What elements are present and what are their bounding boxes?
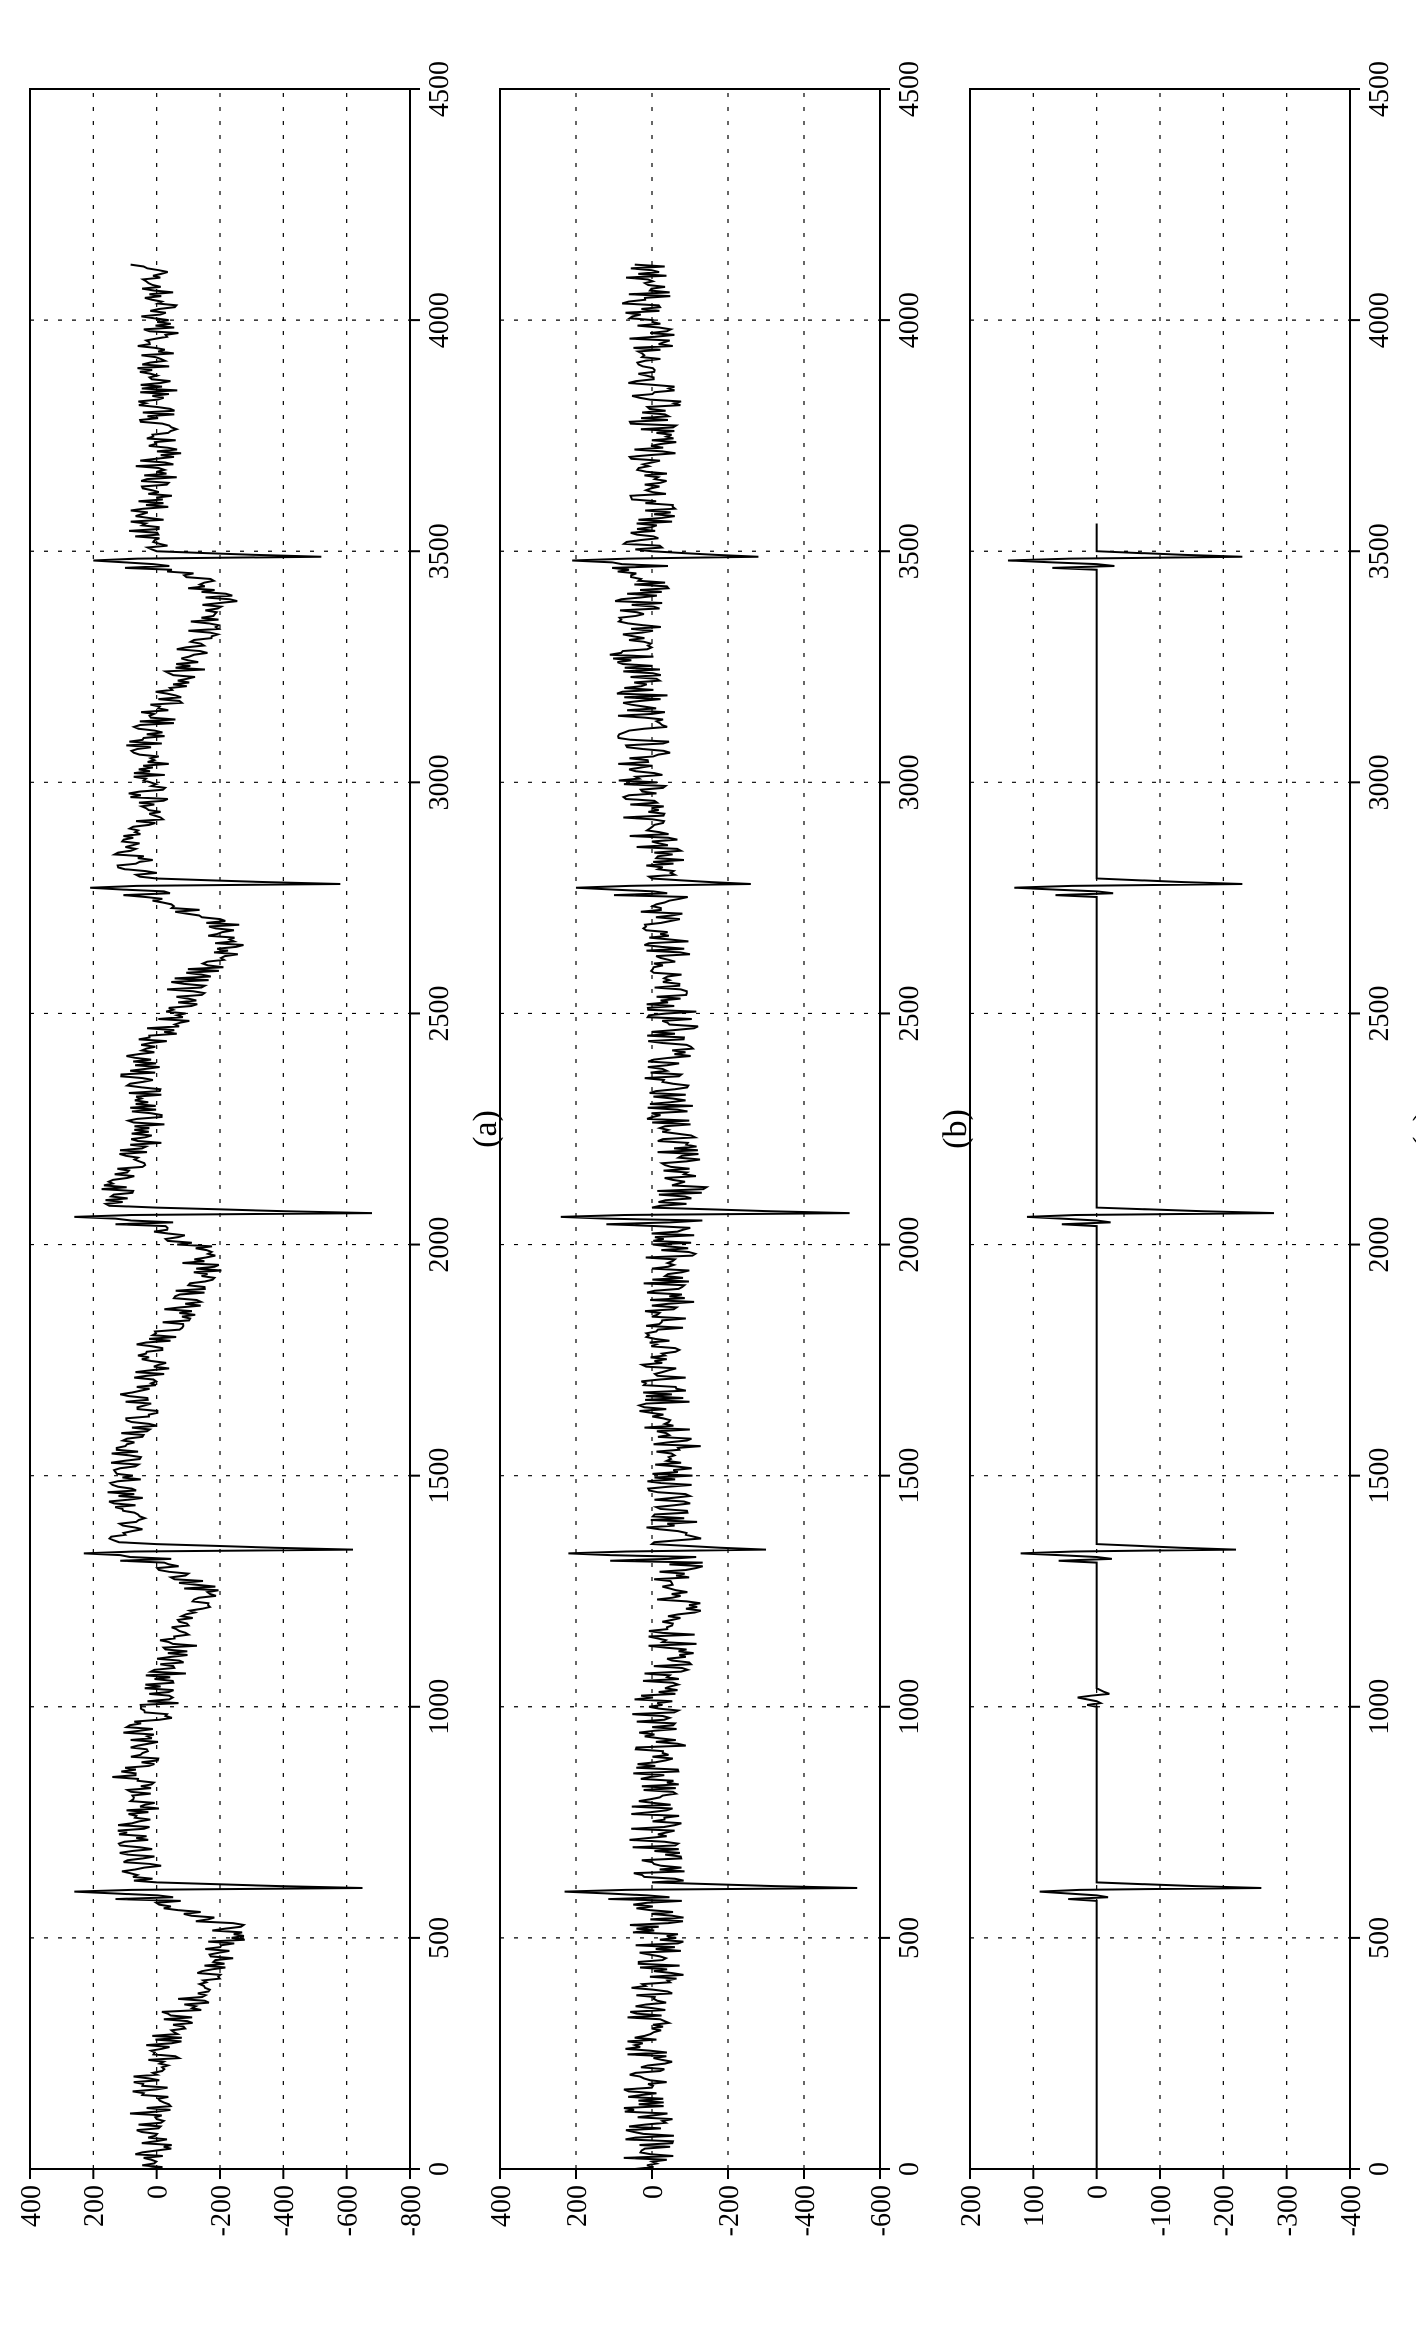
y-tick-label: 400	[16, 2185, 47, 2227]
y-tick-label: 100	[1019, 2185, 1050, 2227]
y-tick-label: 200	[79, 2185, 110, 2227]
x-tick-label: 1500	[424, 1448, 455, 1504]
y-tick-label: -400	[269, 2185, 300, 2236]
x-tick-label: 4000	[1364, 292, 1395, 348]
figure-svg: 050010001500200025003000350040004500-800…	[0, 0, 1416, 2339]
y-tick-label: -300	[1272, 2185, 1303, 2236]
x-tick-label: 2500	[1364, 985, 1395, 1041]
x-tick-label: 2000	[424, 1217, 455, 1273]
y-tick-label: -100	[1146, 2185, 1177, 2236]
x-tick-label: 500	[424, 1917, 455, 1959]
x-tick-label: 1500	[1364, 1448, 1395, 1504]
x-tick-label: 4500	[894, 61, 925, 117]
x-tick-label: 3500	[894, 523, 925, 579]
x-tick-label: 1000	[894, 1679, 925, 1735]
x-tick-label: 0	[1364, 2162, 1395, 2176]
y-tick-label: -200	[206, 2185, 237, 2236]
y-tick-label: 0	[142, 2185, 173, 2199]
y-tick-label: 200	[562, 2185, 593, 2227]
x-tick-label: 3500	[424, 523, 455, 579]
panel-label: (b)	[937, 1109, 974, 1149]
x-tick-label: 3000	[424, 754, 455, 810]
x-tick-label: 500	[1364, 1917, 1395, 1959]
x-tick-label: 2500	[894, 985, 925, 1041]
x-tick-label: 1000	[424, 1679, 455, 1735]
x-tick-label: 2000	[894, 1217, 925, 1273]
x-tick-label: 3500	[1364, 523, 1395, 579]
x-tick-label: 3000	[894, 754, 925, 810]
x-tick-label: 2000	[1364, 1217, 1395, 1273]
x-tick-label: 4500	[1364, 61, 1395, 117]
y-tick-label: -400	[790, 2185, 821, 2236]
x-tick-label: 0	[424, 2162, 455, 2176]
x-tick-label: 4000	[424, 292, 455, 348]
y-tick-label: 0	[1082, 2185, 1113, 2199]
x-tick-label: 500	[894, 1917, 925, 1959]
y-tick-label: 0	[638, 2185, 669, 2199]
y-tick-label: -400	[1336, 2185, 1367, 2236]
x-tick-label: 0	[894, 2162, 925, 2176]
y-tick-label: -200	[1209, 2185, 1240, 2236]
x-tick-label: 1500	[894, 1448, 925, 1504]
y-tick-label: -800	[396, 2185, 427, 2236]
y-tick-label: 400	[486, 2185, 517, 2227]
y-tick-label: -200	[714, 2185, 745, 2236]
panel-label: (a)	[467, 1110, 504, 1148]
x-tick-label: 1000	[1364, 1679, 1395, 1735]
y-tick-label: 200	[956, 2185, 987, 2227]
y-tick-label: -600	[332, 2185, 363, 2236]
panel-label: (c)	[1407, 1110, 1416, 1148]
x-tick-label: 3000	[1364, 754, 1395, 810]
x-tick-label: 4500	[424, 61, 455, 117]
x-tick-label: 4000	[894, 292, 925, 348]
y-tick-label: -600	[866, 2185, 897, 2236]
x-tick-label: 2500	[424, 985, 455, 1041]
